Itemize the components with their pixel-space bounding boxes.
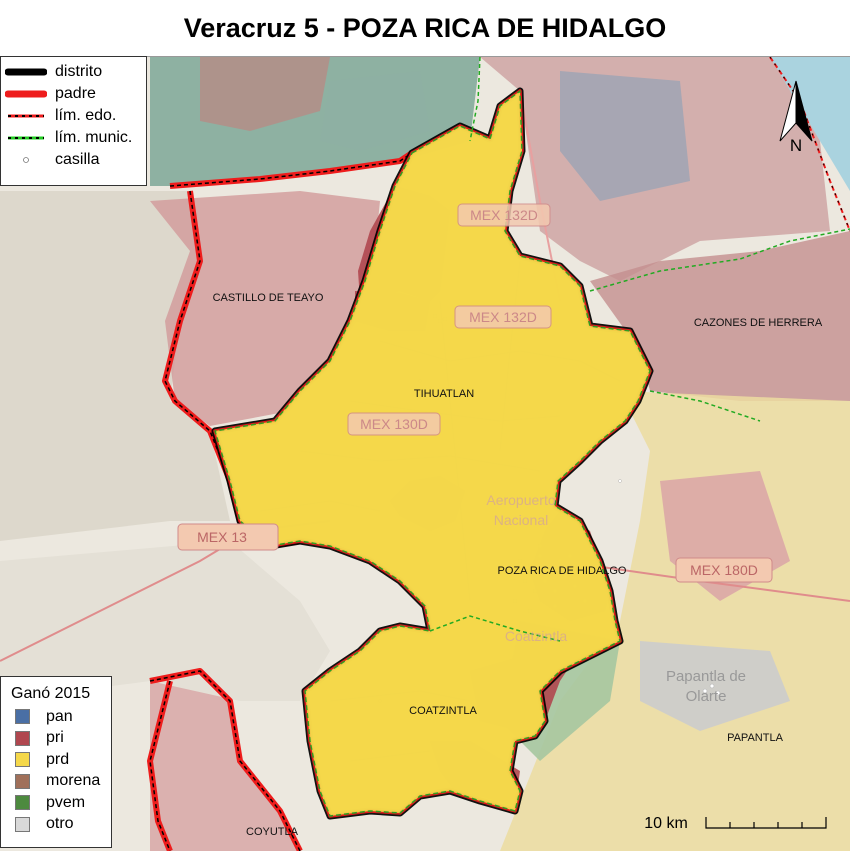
north-label: N bbox=[790, 136, 802, 155]
prd-swatch bbox=[15, 752, 30, 768]
party-legend: Ganó 2015 pan pri prd morena pvem otro bbox=[0, 676, 112, 848]
pvem-swatch bbox=[15, 795, 30, 811]
legend-label-pan: pan bbox=[46, 707, 73, 725]
distrito-swatch bbox=[4, 61, 48, 83]
edo-swatch bbox=[5, 105, 47, 127]
place-pozarica: POZA RICA DE HIDALGO bbox=[498, 565, 627, 577]
basemap-aeropuerto: Aeropuerto bbox=[486, 492, 555, 508]
sea bbox=[770, 57, 850, 191]
road-label-1: MEX 132D bbox=[470, 207, 538, 223]
region-cazones bbox=[590, 231, 850, 401]
legend-item-otro: otro bbox=[1, 814, 111, 836]
casilla-swatch bbox=[5, 149, 47, 171]
legend-label-prd: prd bbox=[46, 750, 70, 768]
north-arrow-icon: N bbox=[779, 80, 813, 155]
legend-label-morena: morena bbox=[46, 772, 101, 790]
basemap-coatzintla: Coatzintla bbox=[505, 628, 567, 644]
legend-item-distrito: distrito bbox=[1, 61, 146, 83]
legend-item-pri: pri bbox=[1, 728, 111, 750]
otro-swatch bbox=[15, 816, 30, 832]
legend-label-munic: lím. munic. bbox=[55, 129, 133, 146]
scale-label: 10 km bbox=[644, 815, 688, 832]
party-legend-title: Ganó 2015 bbox=[11, 685, 91, 702]
legend-item-prd: prd bbox=[1, 749, 111, 771]
legend-item-pan: pan bbox=[1, 706, 111, 728]
legend-item-munic: lím. munic. bbox=[1, 127, 146, 149]
legend-item-padre: padre bbox=[1, 83, 146, 105]
map-title: Veracruz 5 - POZA RICA DE HIDALGO bbox=[183, 12, 667, 43]
place-cazones: CAZONES DE HERRERA bbox=[694, 317, 823, 329]
scale-bar: 10 km bbox=[644, 815, 827, 832]
legend-item-morena: morena bbox=[1, 771, 111, 793]
legend-label-casilla: casilla bbox=[55, 151, 100, 168]
road-label-4: MEX 13 bbox=[197, 529, 247, 545]
legend-label-pvem: pvem bbox=[46, 793, 86, 811]
legend-label-distrito: distrito bbox=[55, 63, 103, 80]
place-tihuatlan: TIHUATLAN bbox=[414, 388, 474, 400]
road-label-3: MEX 130D bbox=[360, 416, 428, 432]
line-legend: distrito padre lím. edo. lím. munic. cas… bbox=[0, 56, 147, 186]
legend-item-edo: lím. edo. bbox=[1, 105, 146, 127]
basemap-papantla-de: Papantla de bbox=[666, 668, 746, 685]
basemap-olarte: Olarte bbox=[686, 688, 727, 705]
legend-label-edo: lím. edo. bbox=[55, 107, 117, 124]
place-coyutla: COYUTLA bbox=[246, 826, 299, 838]
legend-item-pvem: pvem bbox=[1, 792, 111, 814]
place-castillo: CASTILLO DE TEAYO bbox=[213, 292, 324, 304]
legend-label-otro: otro bbox=[46, 815, 74, 833]
place-coatzintla: COATZINTLA bbox=[409, 705, 477, 717]
road-labels: MEX 132D MEX 132D MEX 130D MEX 13 MEX 18… bbox=[177, 203, 773, 583]
pri-swatch bbox=[15, 730, 30, 746]
road-label-5: MEX 180D bbox=[690, 562, 758, 578]
legend-item-casilla: casilla bbox=[1, 149, 146, 171]
region-coyutla bbox=[150, 671, 300, 851]
basemap-nacional: Nacional bbox=[494, 512, 548, 528]
map-canvas[interactable]: MEX 132D MEX 132D MEX 130D MEX 13 MEX 18… bbox=[0, 56, 850, 851]
morena-swatch bbox=[15, 773, 30, 789]
legend-label-pri: pri bbox=[46, 729, 64, 747]
padre-swatch bbox=[4, 83, 48, 105]
place-papantla: PAPANTLA bbox=[727, 732, 783, 744]
pan-swatch bbox=[15, 709, 30, 725]
legend-label-padre: padre bbox=[55, 85, 96, 102]
munic-swatch bbox=[5, 127, 47, 149]
road-label-2: MEX 132D bbox=[469, 309, 537, 325]
